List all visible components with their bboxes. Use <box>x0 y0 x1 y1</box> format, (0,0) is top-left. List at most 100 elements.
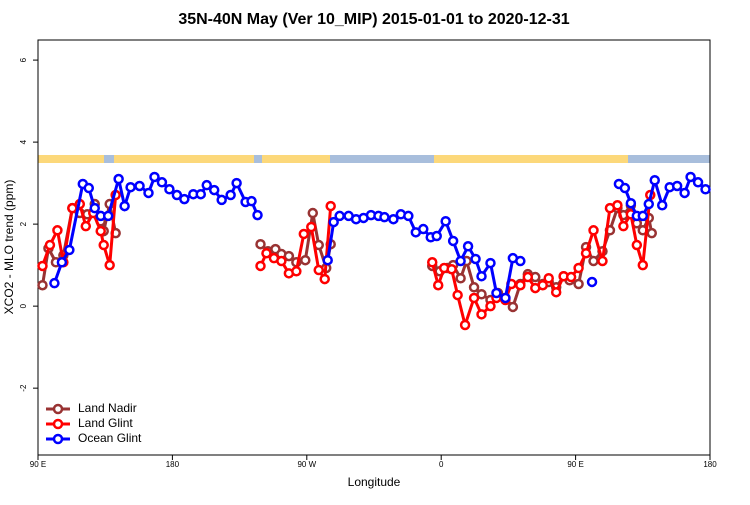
data-point <box>656 200 668 211</box>
data-point <box>208 184 220 196</box>
data-point <box>485 257 496 269</box>
data-point <box>550 286 562 298</box>
data-point <box>507 301 519 313</box>
data-point <box>432 279 444 291</box>
data-point <box>537 279 548 291</box>
data-point <box>83 182 95 194</box>
data-point <box>134 180 145 192</box>
x-axis-label: Longitude <box>348 475 401 489</box>
legend-marker <box>52 403 64 415</box>
data-point <box>37 279 48 291</box>
data-point <box>565 271 577 283</box>
data-point <box>52 225 63 236</box>
data-point <box>612 200 623 211</box>
data-point <box>255 260 266 272</box>
data-point <box>685 171 696 183</box>
data-point <box>426 257 438 268</box>
data-point <box>95 225 106 237</box>
legend-marker <box>52 433 64 445</box>
data-point <box>637 259 649 271</box>
data-point <box>543 273 554 284</box>
data-point <box>325 200 336 212</box>
data-point <box>379 211 390 223</box>
y-tick-label: 0 <box>19 303 28 308</box>
data-point <box>164 184 175 195</box>
data-point <box>700 184 711 195</box>
data-point <box>334 210 345 222</box>
x-tick-label: 180 <box>703 460 717 469</box>
data-point <box>283 250 295 262</box>
x-tick-label: 90 E <box>30 460 46 469</box>
data-point <box>491 287 502 299</box>
legend-label: Ocean Glint <box>78 431 142 445</box>
data-point <box>156 177 168 188</box>
data-point <box>649 174 660 186</box>
legend-label: Land Glint <box>78 416 133 430</box>
data-point <box>149 171 160 183</box>
data-point <box>515 255 526 267</box>
data-point <box>618 220 629 232</box>
data-point <box>171 189 183 201</box>
data-point <box>619 182 631 194</box>
data-point <box>447 235 459 247</box>
data-point <box>462 241 474 252</box>
data-point <box>476 309 487 320</box>
data-point <box>431 230 442 242</box>
data-point <box>485 300 496 312</box>
land-mask-strip <box>38 155 710 163</box>
data-point <box>597 255 608 267</box>
data-point <box>446 263 457 275</box>
data-point <box>468 292 480 304</box>
data-point <box>113 173 124 185</box>
data-point <box>89 202 100 214</box>
data-point <box>49 277 60 289</box>
x-tick-label: 180 <box>166 460 180 469</box>
data-point <box>455 273 466 284</box>
data-point <box>306 221 317 233</box>
data-point <box>307 207 319 219</box>
y-tick-label: -2 <box>19 384 28 392</box>
data-point <box>522 271 534 283</box>
data-point <box>44 239 56 251</box>
data-point <box>455 255 466 267</box>
data-point <box>119 200 130 212</box>
data-point <box>328 216 339 228</box>
data-point <box>276 255 287 267</box>
data-point <box>216 194 227 206</box>
data-point <box>403 210 414 222</box>
data-point <box>225 189 236 201</box>
data-point <box>255 238 266 250</box>
data-point <box>125 181 136 193</box>
x-tick-label: 90 W <box>297 460 316 469</box>
data-point <box>298 228 310 240</box>
data-point <box>671 180 683 192</box>
data-point <box>261 247 272 259</box>
data-point <box>418 223 429 235</box>
data-point <box>625 197 637 209</box>
data-point <box>98 239 109 251</box>
y-tick-label: 4 <box>19 139 28 144</box>
data-point <box>459 319 471 331</box>
data-point <box>573 278 584 290</box>
data-point <box>588 255 599 267</box>
data-point <box>643 198 655 210</box>
data-point <box>64 244 75 256</box>
data-point <box>322 254 333 266</box>
data-point <box>692 177 704 188</box>
data-point <box>470 253 481 265</box>
data-point <box>291 266 302 277</box>
data-point <box>515 279 526 291</box>
data-point <box>646 227 658 239</box>
chart-title: 35N-40N May (Ver 10_MIP) 2015-01-01 to 2… <box>178 11 569 28</box>
data-point <box>586 276 598 288</box>
data-point <box>80 220 92 232</box>
data-point <box>573 262 584 274</box>
data-point <box>637 210 649 222</box>
y-tick-label: 2 <box>19 221 28 226</box>
y-axis-label: XCO2 - MLO trend (ppm) <box>2 180 16 315</box>
plot-frame <box>37 39 711 456</box>
x-tick-label: 0 <box>439 460 444 469</box>
data-point <box>452 289 463 301</box>
